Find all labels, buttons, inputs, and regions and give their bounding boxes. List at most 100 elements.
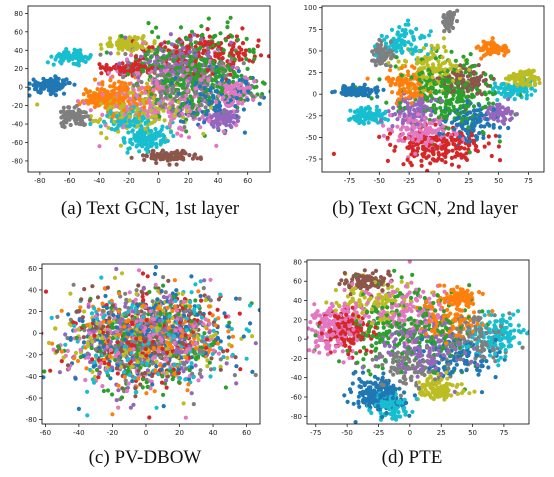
scatter-point xyxy=(396,97,401,102)
scatter-point xyxy=(390,124,395,129)
scatter-point xyxy=(494,50,499,55)
scatter-point xyxy=(399,93,404,98)
scatter-point xyxy=(399,40,405,45)
scatter-point xyxy=(231,75,236,80)
scatter-point xyxy=(176,100,181,105)
scatter-point xyxy=(289,57,293,61)
scatter-point xyxy=(476,82,482,87)
scatter-point xyxy=(382,37,387,42)
scatter-point xyxy=(459,131,464,136)
scatter-point xyxy=(408,82,413,87)
scatter-point xyxy=(231,61,236,67)
scatter-point xyxy=(146,85,151,90)
scatter-point xyxy=(91,119,96,124)
scatter-point xyxy=(374,49,379,54)
scatter-point xyxy=(165,138,170,144)
scatter-point xyxy=(153,114,159,119)
scatter-point xyxy=(483,52,489,57)
scatter-point xyxy=(173,152,178,157)
scatter-point xyxy=(153,155,158,160)
scatter-point xyxy=(476,108,481,113)
scatter-point xyxy=(123,35,128,40)
scatter-point xyxy=(60,84,65,89)
scatter-point xyxy=(495,97,500,103)
scatter-point xyxy=(439,80,445,85)
scatter-point xyxy=(187,153,192,158)
scatter-point xyxy=(473,112,478,117)
scatter-point xyxy=(137,149,142,154)
scatter-point xyxy=(208,298,213,303)
scatter-point xyxy=(399,65,404,70)
scatter-point xyxy=(397,134,402,139)
scatter-point xyxy=(536,77,541,82)
scatter-point xyxy=(210,71,215,76)
scatter-point xyxy=(213,33,218,38)
scatter-point xyxy=(200,109,205,114)
scatter-point xyxy=(110,89,115,94)
scatter-point xyxy=(134,133,139,138)
scatter-point xyxy=(61,91,67,96)
scatter-point xyxy=(167,64,172,69)
scatter-point xyxy=(68,291,73,296)
scatter-point xyxy=(251,50,256,55)
scatter-point xyxy=(441,109,447,114)
scatter-point xyxy=(203,42,208,47)
scatter-point xyxy=(396,59,401,64)
scatter-point xyxy=(174,162,179,167)
scatter-point xyxy=(74,53,79,58)
scatter-point xyxy=(388,39,393,45)
scatter-point xyxy=(496,90,501,95)
x-tick-label: -60 xyxy=(64,177,75,185)
scatter-point xyxy=(8,323,12,327)
scatter-point xyxy=(121,125,126,130)
scatter-point xyxy=(95,103,100,108)
scatter-point xyxy=(279,342,283,346)
scatter-point xyxy=(506,92,511,97)
scatter-point xyxy=(258,53,264,58)
scatter-point xyxy=(137,112,142,117)
scatter-point xyxy=(443,150,448,155)
scatter-point xyxy=(405,127,411,132)
scatter-point xyxy=(152,69,157,74)
scatter-point xyxy=(466,143,471,148)
scatter-point xyxy=(104,62,109,68)
scatter-point xyxy=(432,80,437,85)
scatter-point xyxy=(404,31,409,36)
scatter-point xyxy=(428,81,433,87)
scatter-point xyxy=(225,25,230,30)
scatter-point xyxy=(483,81,488,86)
scatter-point xyxy=(517,86,523,91)
scatter-point xyxy=(406,72,411,78)
point-layer xyxy=(28,15,293,167)
scatter-point xyxy=(421,112,426,117)
scatter-point xyxy=(151,87,156,92)
scatter-point xyxy=(490,86,496,91)
scatter-point xyxy=(491,117,497,122)
scatter-point xyxy=(88,121,93,127)
scatter-point xyxy=(420,70,425,75)
scatter-point xyxy=(363,92,368,97)
scatter-point xyxy=(93,91,98,96)
scatter-point xyxy=(117,94,122,99)
scatter-point xyxy=(397,111,403,116)
x-tick-label: 75 xyxy=(524,177,533,185)
scatter-point xyxy=(137,96,142,102)
scatter-point xyxy=(154,109,159,115)
scatter-point xyxy=(450,78,456,83)
scatter-point xyxy=(466,125,471,130)
scatter-point xyxy=(64,120,69,125)
scatter-point xyxy=(163,80,168,85)
scatter-point xyxy=(177,113,182,118)
scatter-point xyxy=(400,49,405,54)
scatter-point xyxy=(219,89,224,94)
scatter-point xyxy=(59,308,64,313)
scatter-point xyxy=(119,271,125,276)
scatter-point xyxy=(176,153,182,158)
scatter-point xyxy=(237,45,242,50)
y-tick-label: 40 xyxy=(14,47,23,55)
scatter-point xyxy=(503,76,509,81)
scatter-point xyxy=(108,67,113,72)
scatter-point xyxy=(190,105,195,110)
scatter-point xyxy=(421,88,426,93)
scatter-point xyxy=(160,133,166,138)
